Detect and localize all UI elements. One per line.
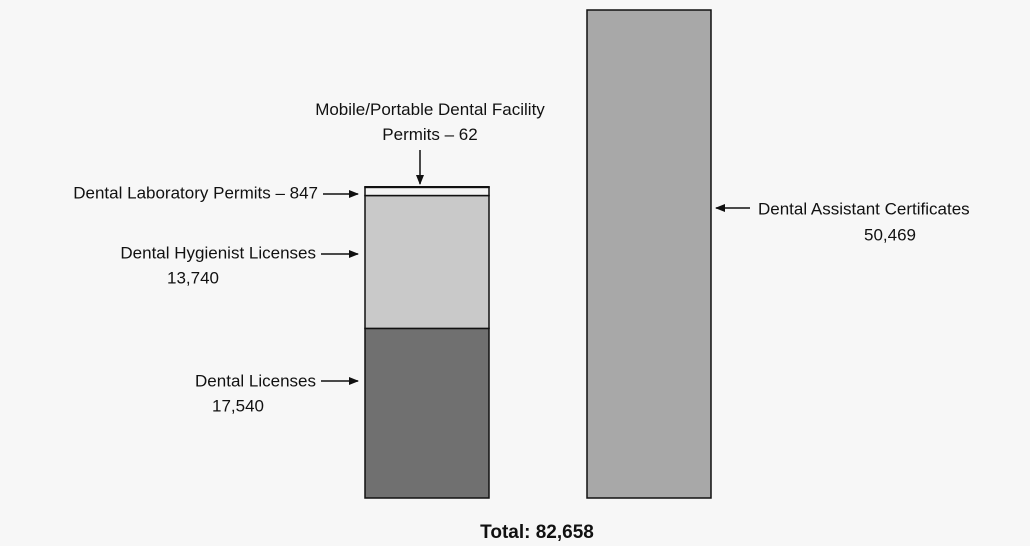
value-label: 50,469 [864, 225, 916, 244]
segment-label: Dental Hygienist Licenses [120, 243, 316, 262]
segment-label-box: Mobile/Portable Dental Facility Permits … [315, 100, 545, 144]
bar-segment [364, 186, 490, 197]
segment-label: Dental Assistant Certificates [758, 199, 970, 218]
bar-segment [586, 9, 712, 499]
segment-label: Dental Laboratory Permits – 847 [73, 183, 318, 202]
bar-segment [364, 194, 490, 330]
value-label: 17,540 [212, 396, 264, 415]
segment-label: Dental Licenses [195, 371, 316, 390]
bar-segment [364, 327, 490, 499]
value-label: 13,740 [167, 268, 219, 287]
segment-label: Mobile/Portable Dental Facility Permits … [315, 100, 545, 144]
bar-segment [364, 186, 490, 189]
total-label: Total: 82,658 [480, 522, 594, 543]
